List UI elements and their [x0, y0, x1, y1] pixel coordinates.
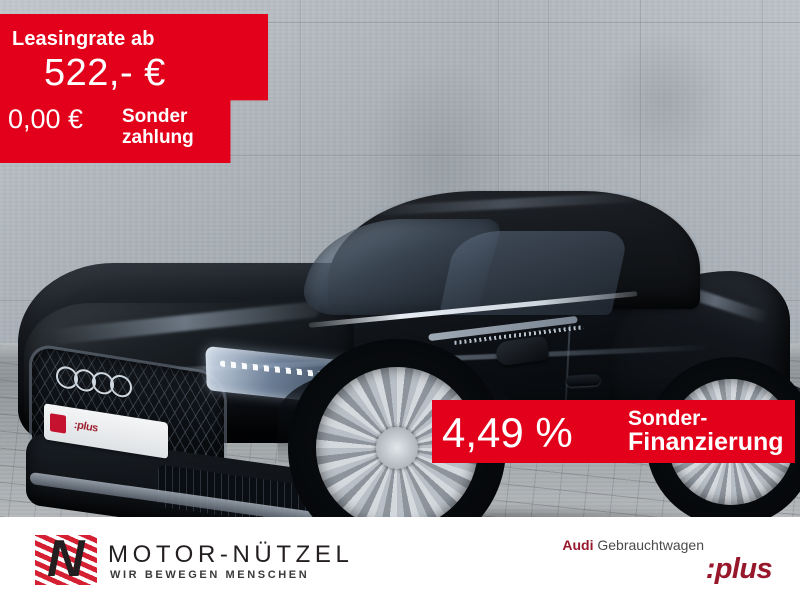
leasing-offer-banner: Leasingrate ab 522,- € 0,00 € Sonder zah… — [0, 14, 268, 163]
financing-label-1: Sonder- — [628, 407, 708, 430]
wall-seam — [300, 0, 302, 345]
wall-seam — [640, 0, 642, 345]
financing-rate-value: 4,49 % — [442, 409, 573, 456]
plus-wordmark: :plus — [705, 553, 773, 585]
wall-seam — [0, 22, 800, 24]
audi-wordmark: Audi — [562, 537, 594, 553]
plate-badge — [50, 413, 66, 434]
logo-stripes — [35, 535, 97, 585]
plate-text: :plus — [74, 418, 98, 435]
down-payment-label-2: zahlung — [122, 127, 194, 148]
leasing-rate-value: 522,- € — [44, 52, 166, 94]
wall-seam — [498, 0, 500, 345]
vehicle-photo: :plus Leasingrate ab 522,- € 0,00 € Sond… — [0, 0, 800, 517]
down-payment-value: 0,00 € — [8, 104, 84, 134]
down-payment-label-1: Sonder — [122, 106, 188, 127]
wall-stain — [600, 30, 730, 170]
wall-seam — [0, 155, 800, 157]
audi-a5-cabriolet: :plus — [10, 175, 800, 517]
footer-bar: N MOTOR-NÜTZEL WIR BEWEGEN MENSCHEN Audi… — [0, 517, 800, 600]
financing-offer-banner: 4,49 % Sonder- Finanzierung — [432, 400, 795, 463]
dealer-name: MOTOR-NÜTZEL — [108, 541, 354, 568]
financing-label-2: Finanzierung — [628, 428, 784, 456]
dealer-tagline: WIR BEWEGEN MENSCHEN — [110, 569, 310, 581]
audi-program-line: Audi Gebrauchtwagen — [562, 537, 704, 553]
audi-gebrauchtwagen-plus-logo: Audi Gebrauchtwagen :plus — [522, 537, 782, 589]
wall-seam — [762, 0, 764, 345]
audi-category: Gebrauchtwagen — [597, 537, 704, 553]
motor-nuetzel-logo-icon: N — [35, 535, 97, 585]
door-handle — [565, 374, 601, 387]
logo-letter: N — [47, 535, 85, 585]
wall-seam — [548, 0, 550, 345]
leasing-label: Leasingrate ab — [12, 28, 155, 50]
